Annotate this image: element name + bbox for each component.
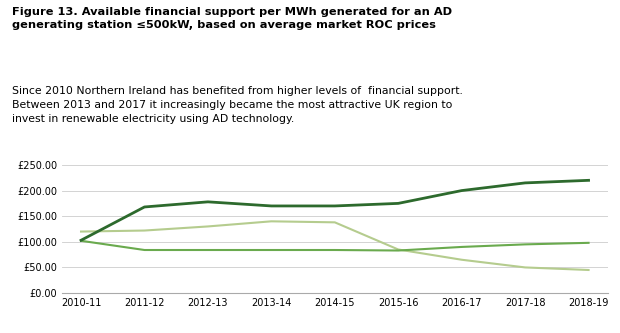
Text: Figure 13. Available financial support per MWh generated for an AD
generating st: Figure 13. Available financial support p… — [12, 7, 453, 30]
Text: Since 2010 Northern Ireland has benefited from higher levels of  financial suppo: Since 2010 Northern Ireland has benefite… — [12, 86, 463, 124]
